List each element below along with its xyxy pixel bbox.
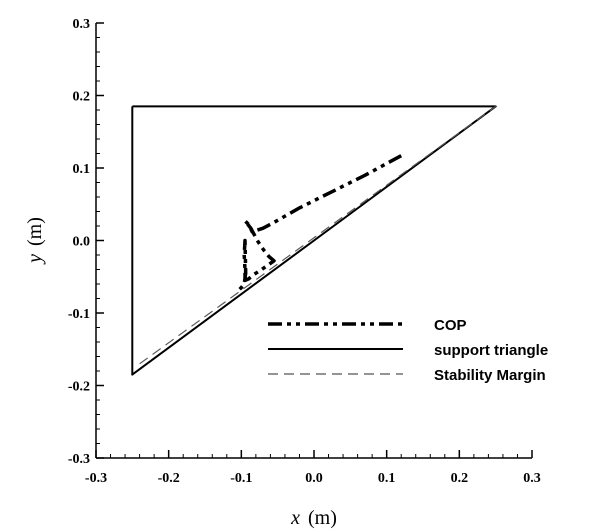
x-tick-label: 0.3 [523,471,541,486]
x-axis-label-unit: (m) [308,507,337,529]
legend-label-stability-margin: Stability Margin [434,367,546,384]
legend-label-support-triangle: support triangle [434,342,548,359]
y-axis-label-var: y [24,254,46,265]
x-tick-label: -0.3 [85,471,107,486]
series-support-triangle [131,105,497,376]
x-tick-label: -0.1 [230,471,252,486]
series-layer [131,105,497,376]
y-tick-label: 0.3 [73,17,91,32]
x-axis-label-var: x [290,507,300,529]
y-tick-label: -0.3 [68,452,90,467]
x-tick-label: -0.2 [158,471,180,486]
series-stability-margin [139,105,497,365]
legend: COP support triangle Stability Margin [268,317,548,384]
x-tick-label: 0.1 [378,471,396,486]
tick-labels: -0.3 -0.2 -0.1 0.0 0.1 0.2 0.3 -0.3 -0.2 -0.1 0.0 0… [68,17,541,486]
y-axis-label: y (m) [24,217,46,265]
y-tick-label: -0.2 [68,380,90,395]
x-tick-label: 0.0 [305,471,323,486]
y-axis-label-unit: (m) [24,217,46,246]
y-tick-label: 0.0 [73,235,91,250]
y-tick-label: -0.1 [68,307,90,322]
y-tick-label: 0.1 [73,162,91,177]
legend-label-cop: COP [434,317,467,334]
x-axis-label: x (m) [290,507,337,529]
ticks [95,22,533,459]
y-tick-label: 0.2 [73,90,91,105]
series-cop [236,154,403,293]
x-tick-label: 0.2 [451,471,469,486]
